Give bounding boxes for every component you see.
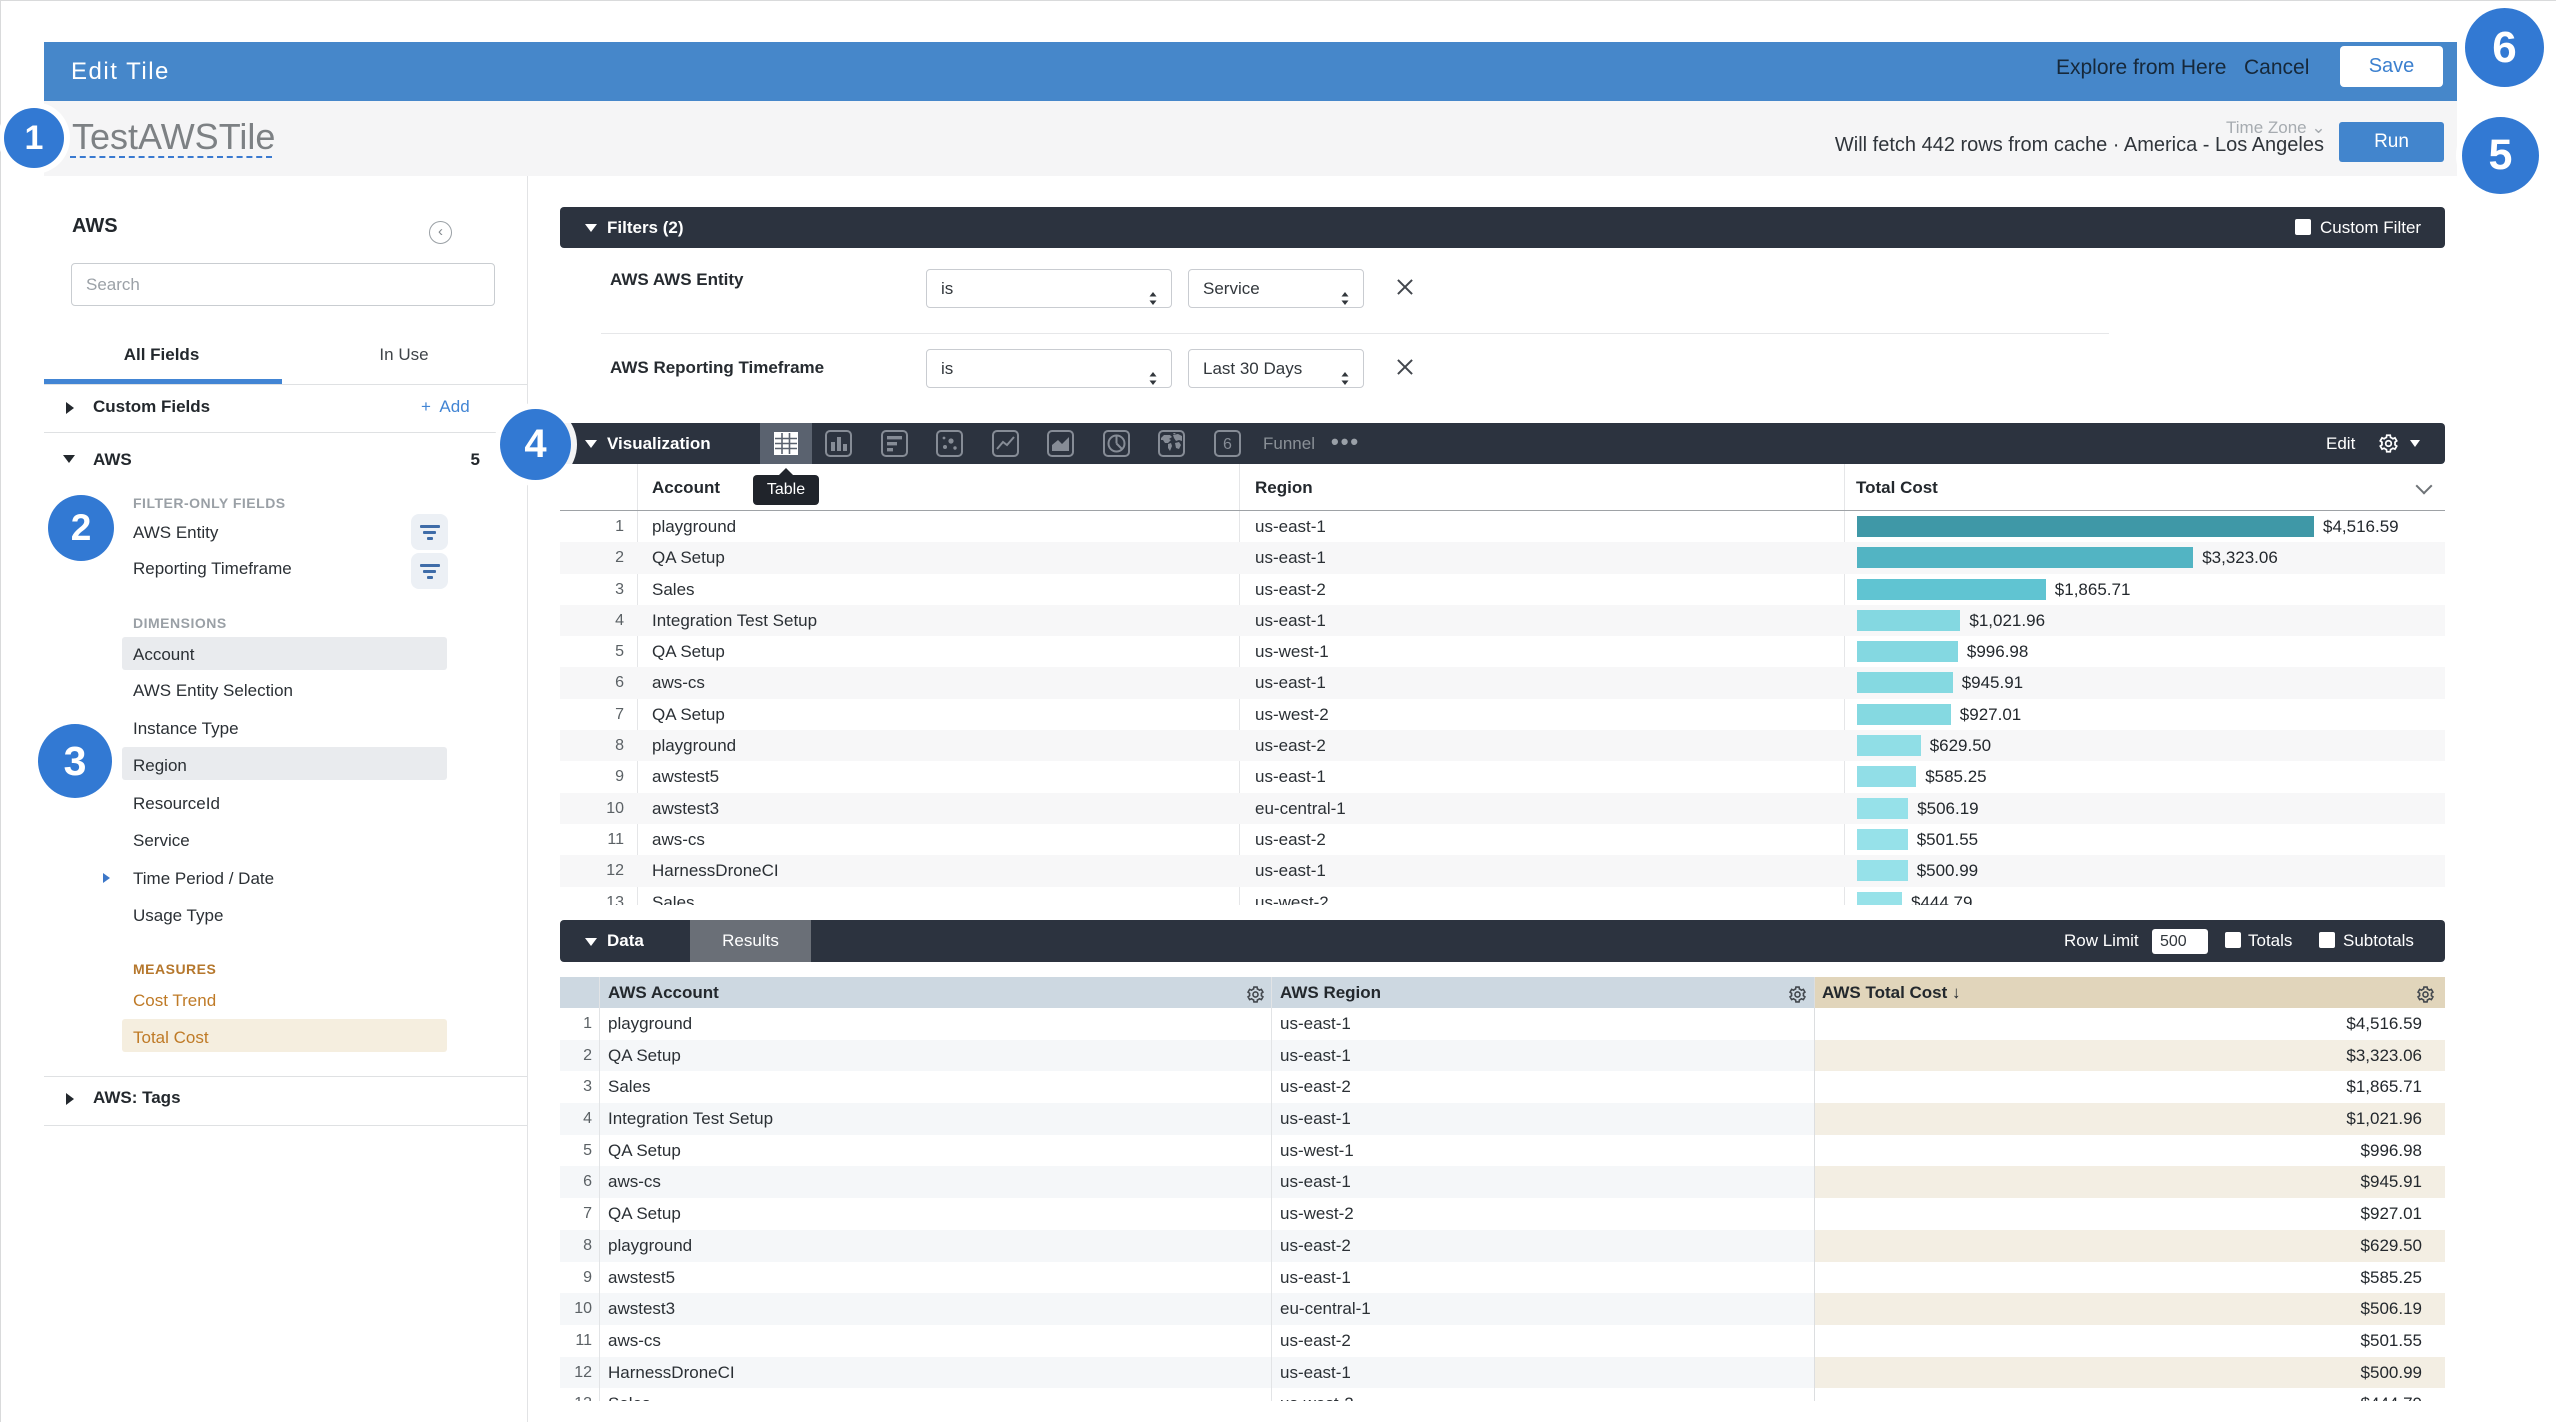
- svg-text:6: 6: [1223, 436, 1232, 453]
